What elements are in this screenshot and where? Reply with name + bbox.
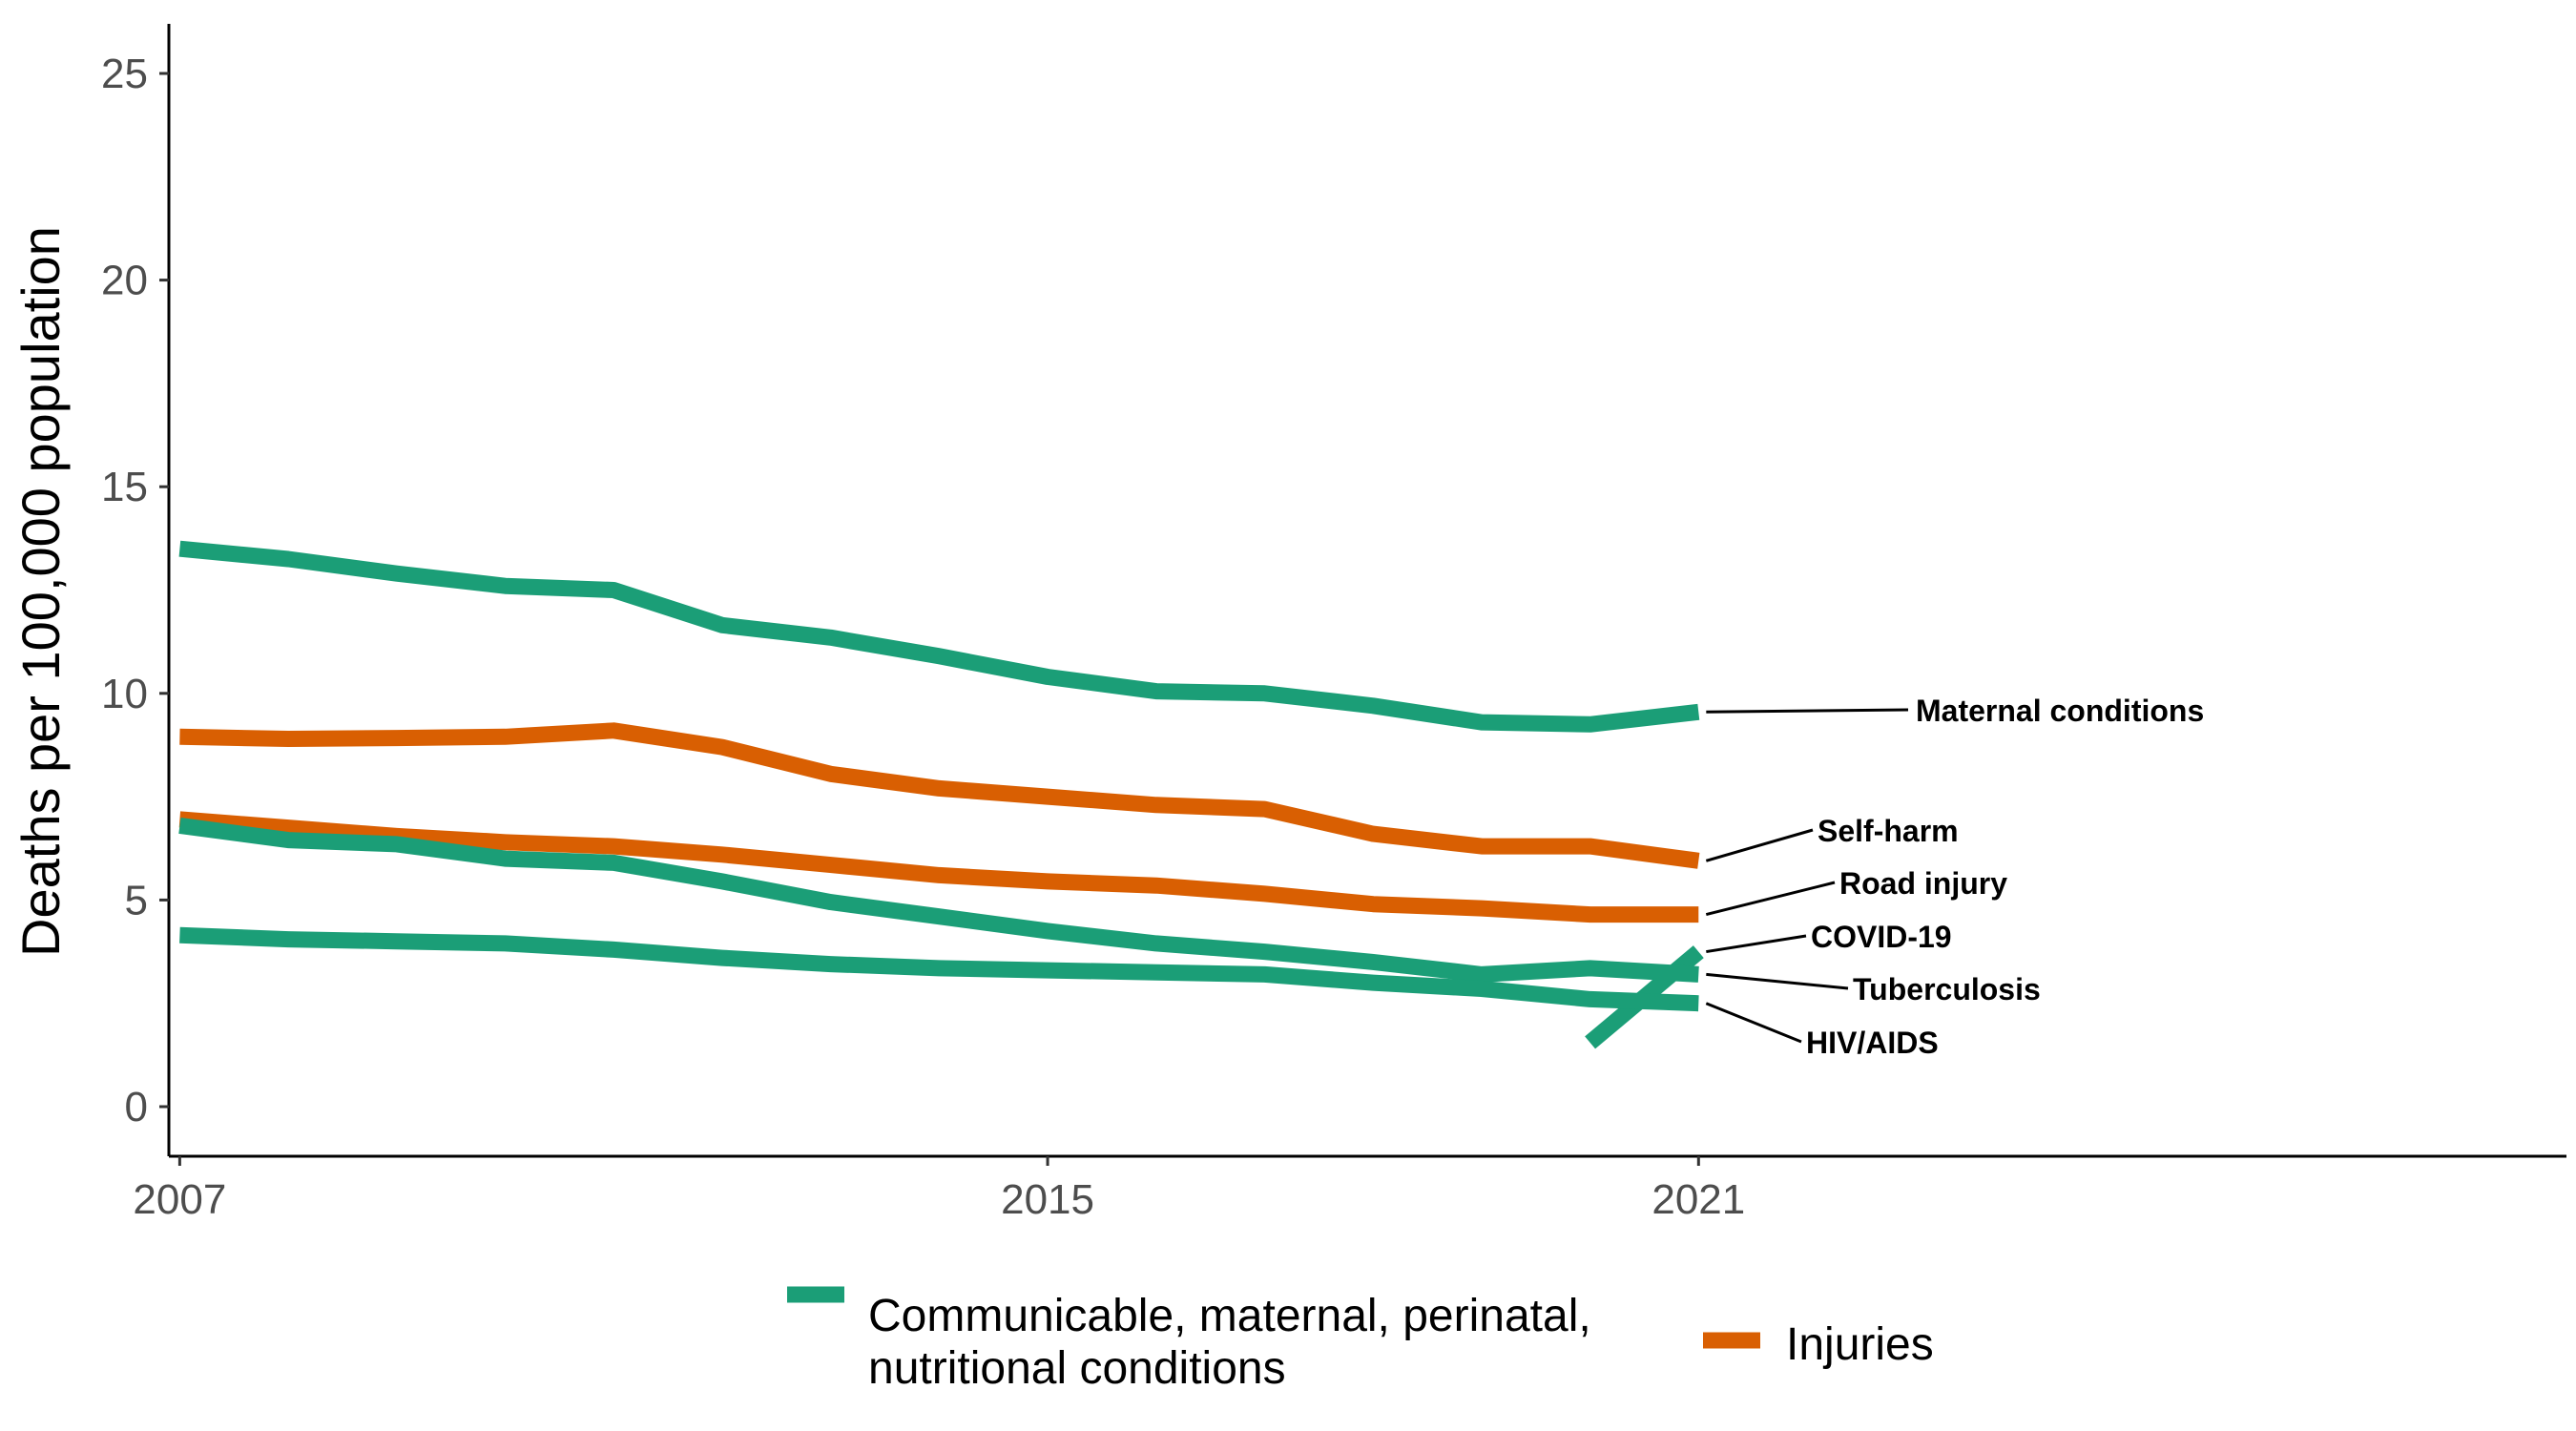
y-tick-label: 0 — [125, 1084, 148, 1130]
y-tick-label: 15 — [101, 464, 148, 510]
series-label: Self-harm — [1818, 814, 1959, 848]
x-tick-label: 2021 — [1652, 1176, 1745, 1223]
series-label: COVID-19 — [1811, 920, 1952, 954]
series-line-self-harm — [179, 722, 1700, 869]
y-tick-label: 5 — [125, 877, 148, 923]
series-label: HIV/AIDS — [1806, 1026, 1939, 1060]
x-tick-label: 2007 — [133, 1176, 226, 1223]
series-line-maternal-conditions — [178, 540, 1700, 733]
y-tick-label: 25 — [101, 51, 148, 97]
series-label: Road injury — [1839, 866, 2007, 901]
series-line-road-injury — [178, 811, 1699, 923]
series-label-connector — [1706, 934, 1807, 954]
y-tick-label: 20 — [101, 258, 148, 304]
series-label-connector — [1706, 972, 1849, 990]
series-label: Tuberculosis — [1853, 972, 2041, 1006]
legend-label-communicable: nutritional conditions — [868, 1343, 1286, 1394]
series-label: Maternal conditions — [1916, 694, 2204, 728]
series-label-connector — [1705, 1002, 1802, 1044]
y-tick-label: 10 — [101, 671, 148, 717]
series-label-connector — [1705, 881, 1836, 917]
legend-label-communicable: Communicable, maternal, perinatal, — [868, 1291, 1591, 1341]
x-tick-label: 2015 — [1001, 1176, 1094, 1223]
y-axis-title: Deaths per 100,000 population — [10, 226, 71, 957]
series-line-hiv-aids — [179, 926, 1699, 1012]
series-label-connector — [1706, 708, 1909, 714]
series-line-tuberculosis — [178, 817, 1699, 983]
legend-label-injuries: Injuries — [1786, 1319, 1934, 1370]
series-label-connector — [1705, 828, 1814, 862]
